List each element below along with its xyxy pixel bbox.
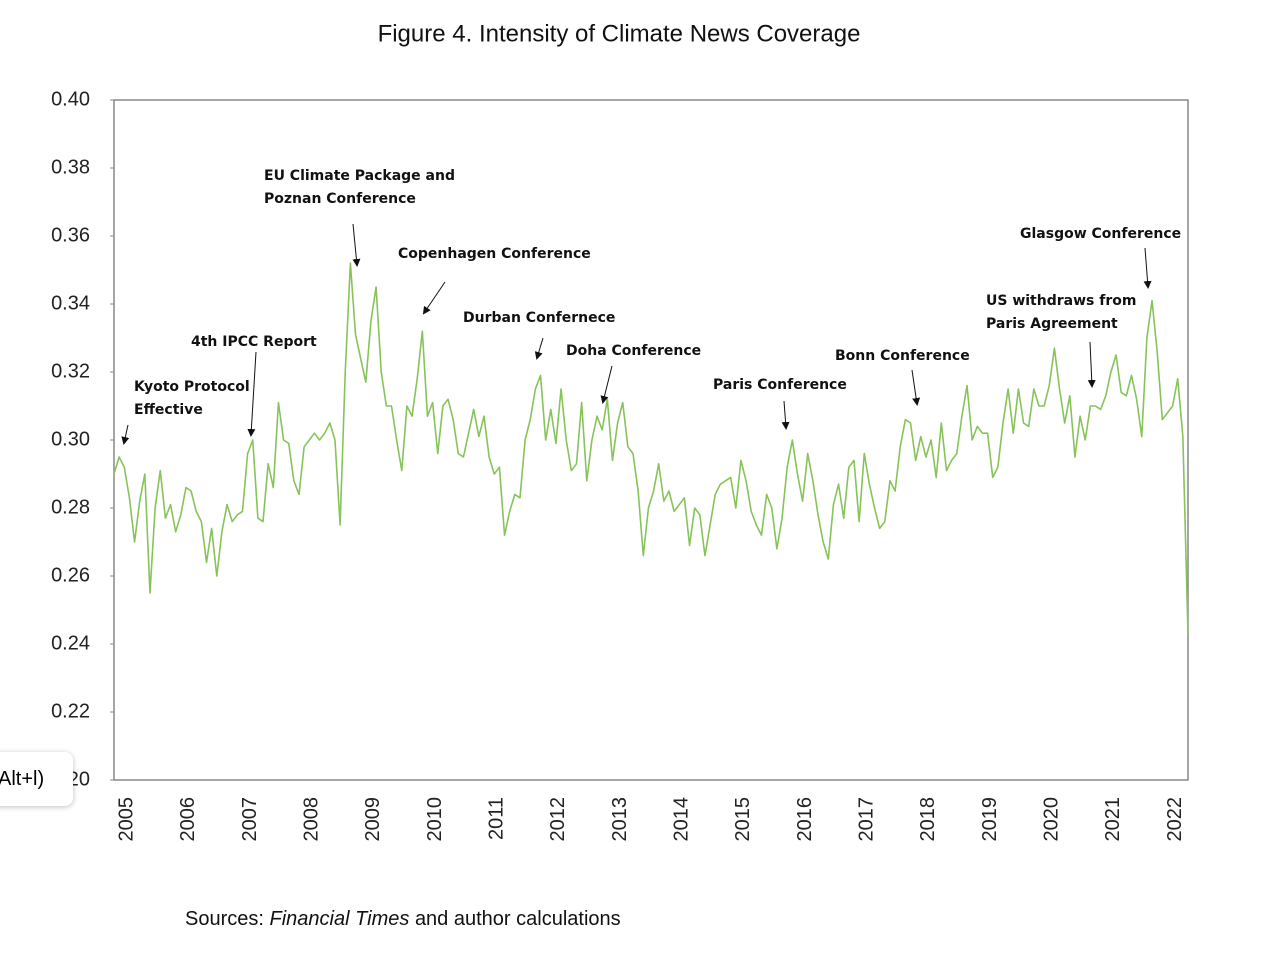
y-tick-label: 0.34 [51, 292, 90, 314]
x-tick-label: 2010 [424, 797, 446, 842]
x-tick-label: 2022 [1164, 797, 1186, 842]
source-italic: Financial Times [269, 908, 410, 930]
y-tick-label: 0.40 [51, 88, 90, 110]
line-series [113, 262, 1189, 634]
annotation: Paris Agreement [986, 316, 1118, 332]
x-tick-label: 2017 [856, 797, 878, 842]
annotation-arrow [1087, 341, 1096, 388]
x-tick-label: 2011 [486, 797, 508, 840]
x-tick-label: 2021 [1102, 797, 1124, 842]
y-tick-label: 0.30 [51, 428, 90, 450]
x-tick-label: 2008 [301, 797, 323, 842]
annotation: Durban Confernece [463, 310, 615, 326]
annotation: Glasgow Conference [1020, 226, 1181, 242]
annotation: Doha Conference [566, 343, 701, 359]
y-tick-label: 0.32 [51, 360, 90, 382]
annotation: Bonn Conference [835, 348, 970, 364]
y-tick-label: 0.28 [51, 496, 90, 518]
annotation-arrow [352, 223, 361, 267]
annotation-arrow [911, 369, 921, 406]
x-tick-label: 2018 [917, 797, 939, 842]
x-tick-label: 2006 [177, 797, 199, 842]
y-tick-label: 0.26 [51, 564, 90, 586]
x-tick-label: 2013 [609, 797, 631, 842]
annotation: EU Climate Package and [264, 168, 455, 184]
y-tick-label: 0.24 [51, 632, 90, 654]
annotation-arrow [600, 365, 613, 404]
chart-title: Figure 4. Intensity of Climate News Cove… [378, 20, 861, 47]
x-tick-label: 2014 [671, 797, 693, 842]
y-tick-label: 0.36 [51, 224, 90, 246]
annotation: Paris Conference [713, 377, 847, 393]
annotation: 4th IPCC Report [191, 334, 317, 350]
x-tick-label: 2012 [547, 797, 569, 842]
source-note: Sources: Financial Times and author calc… [185, 908, 621, 931]
annotation-arrow [422, 281, 446, 315]
annotation: Poznan Conference [264, 191, 416, 207]
tooltip: Alt+l) [0, 752, 73, 806]
annotation-arrow [1143, 247, 1152, 289]
y-tick-label: 0.22 [51, 700, 90, 722]
annotation: US withdraws from [986, 293, 1136, 309]
source-suffix: and author calculations [414, 908, 621, 930]
x-tick-label: 2007 [239, 797, 261, 842]
annotation-arrow [534, 337, 544, 360]
annotation: Copenhagen Conference [398, 246, 591, 262]
annotation: Effective [134, 402, 203, 418]
tooltip-text: Alt+l) [0, 768, 45, 790]
y-tick-label: 0.38 [51, 156, 90, 178]
x-tick-label: 2016 [794, 797, 816, 842]
x-tick-label: 2005 [116, 797, 138, 842]
source-prefix: Sources: [185, 908, 264, 930]
x-tick-label: 2020 [1041, 797, 1063, 842]
annotation-arrow [121, 424, 130, 445]
x-tick-label: 2015 [732, 797, 754, 842]
annotation-arrow [247, 351, 257, 437]
annotation: Kyoto Protocol [134, 379, 250, 395]
x-tick-label: 2019 [979, 797, 1001, 842]
annotation-arrow [781, 400, 790, 430]
x-tick-label: 2009 [362, 797, 384, 842]
